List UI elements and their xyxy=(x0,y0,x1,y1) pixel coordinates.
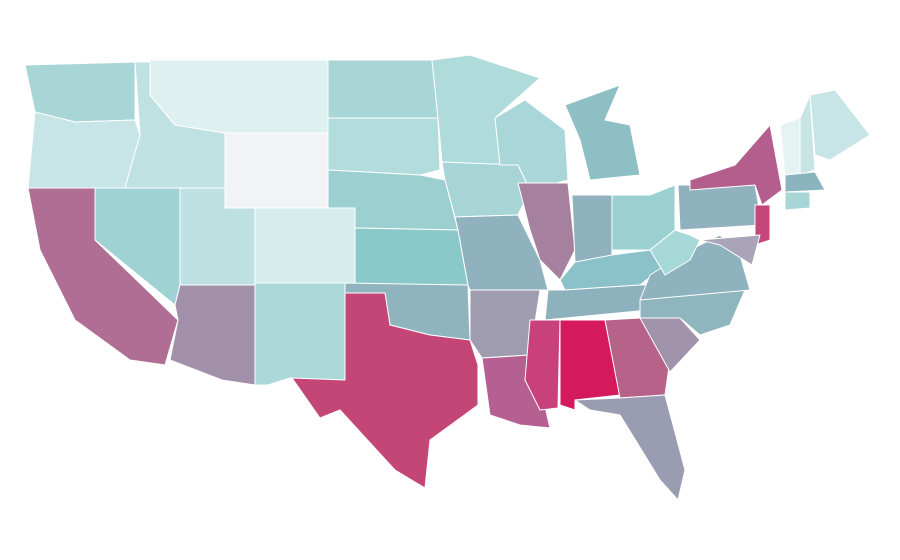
state-region xyxy=(564,84,641,181)
state-region xyxy=(677,184,763,231)
state-region xyxy=(784,191,811,211)
state-region xyxy=(574,394,686,501)
state-region xyxy=(779,117,801,176)
state-region xyxy=(699,234,761,266)
state-region xyxy=(327,117,441,176)
state-region xyxy=(291,292,479,489)
state-region xyxy=(524,319,561,411)
state-region xyxy=(571,194,613,263)
state-region xyxy=(784,171,826,193)
state-region xyxy=(149,59,329,134)
state-region xyxy=(254,282,346,386)
state-region xyxy=(441,161,531,218)
state-region xyxy=(327,59,439,119)
state-region xyxy=(254,207,356,284)
state-region xyxy=(689,124,783,206)
state-region xyxy=(169,284,256,386)
state-region xyxy=(224,132,329,209)
state-region xyxy=(809,89,871,161)
state-region xyxy=(354,227,469,286)
state-region xyxy=(27,111,141,189)
state-region xyxy=(24,61,136,123)
